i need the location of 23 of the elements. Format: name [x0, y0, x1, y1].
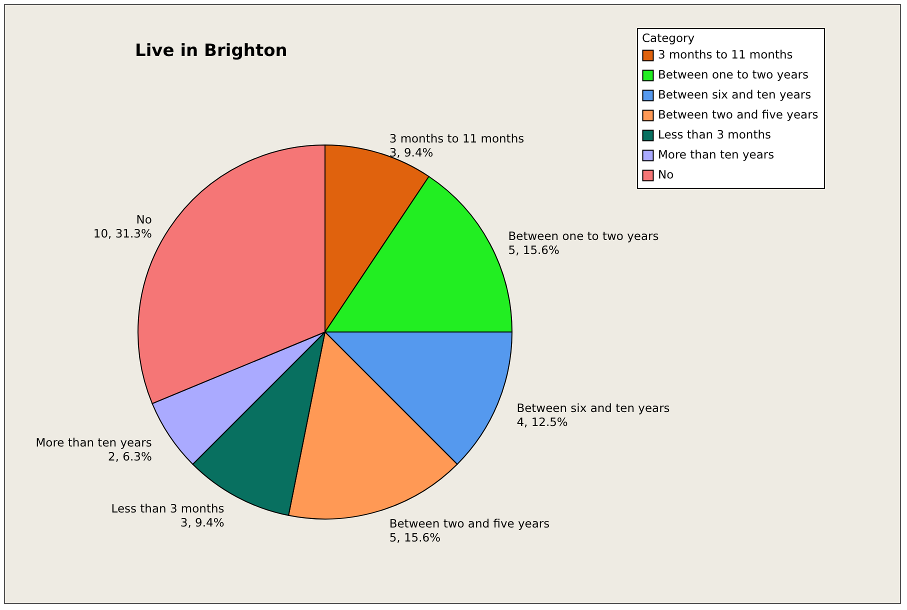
text: Live in Brighton — [135, 41, 288, 61]
legend-label: More than ten years — [658, 148, 774, 162]
slice-label: Less than 3 months — [111, 501, 224, 516]
legend-label: 3 months to 11 months — [658, 48, 793, 62]
slice-label: 3 months to 11 months — [389, 132, 524, 146]
legend-label: Between two and five years — [658, 108, 818, 122]
data-label: 10, 31.3% — [93, 226, 152, 240]
data-label: 5, 15.6% — [508, 243, 560, 258]
legend-label: Between six and ten years — [658, 88, 812, 102]
legend-label: Between one to two years — [658, 68, 808, 82]
legend-label: Less than 3 months — [658, 128, 772, 142]
data-label: 4, 12.5% — [516, 414, 568, 429]
data-label: 2, 6.3% — [108, 450, 152, 464]
slice-label: Between two and five years — [389, 516, 550, 530]
slice-label: More than ten years — [36, 436, 152, 450]
legend-label: No — [658, 168, 674, 182]
slice-label: Between one to two years — [508, 229, 659, 244]
data-label: 3, 9.4% — [180, 515, 224, 530]
data-label: 3, 9.4% — [389, 146, 434, 160]
slice-label: No — [136, 212, 152, 226]
data-label: 5, 15.6% — [389, 530, 441, 544]
legend-title: Category — [642, 31, 695, 45]
slice-label: Between six and ten years — [516, 400, 670, 415]
